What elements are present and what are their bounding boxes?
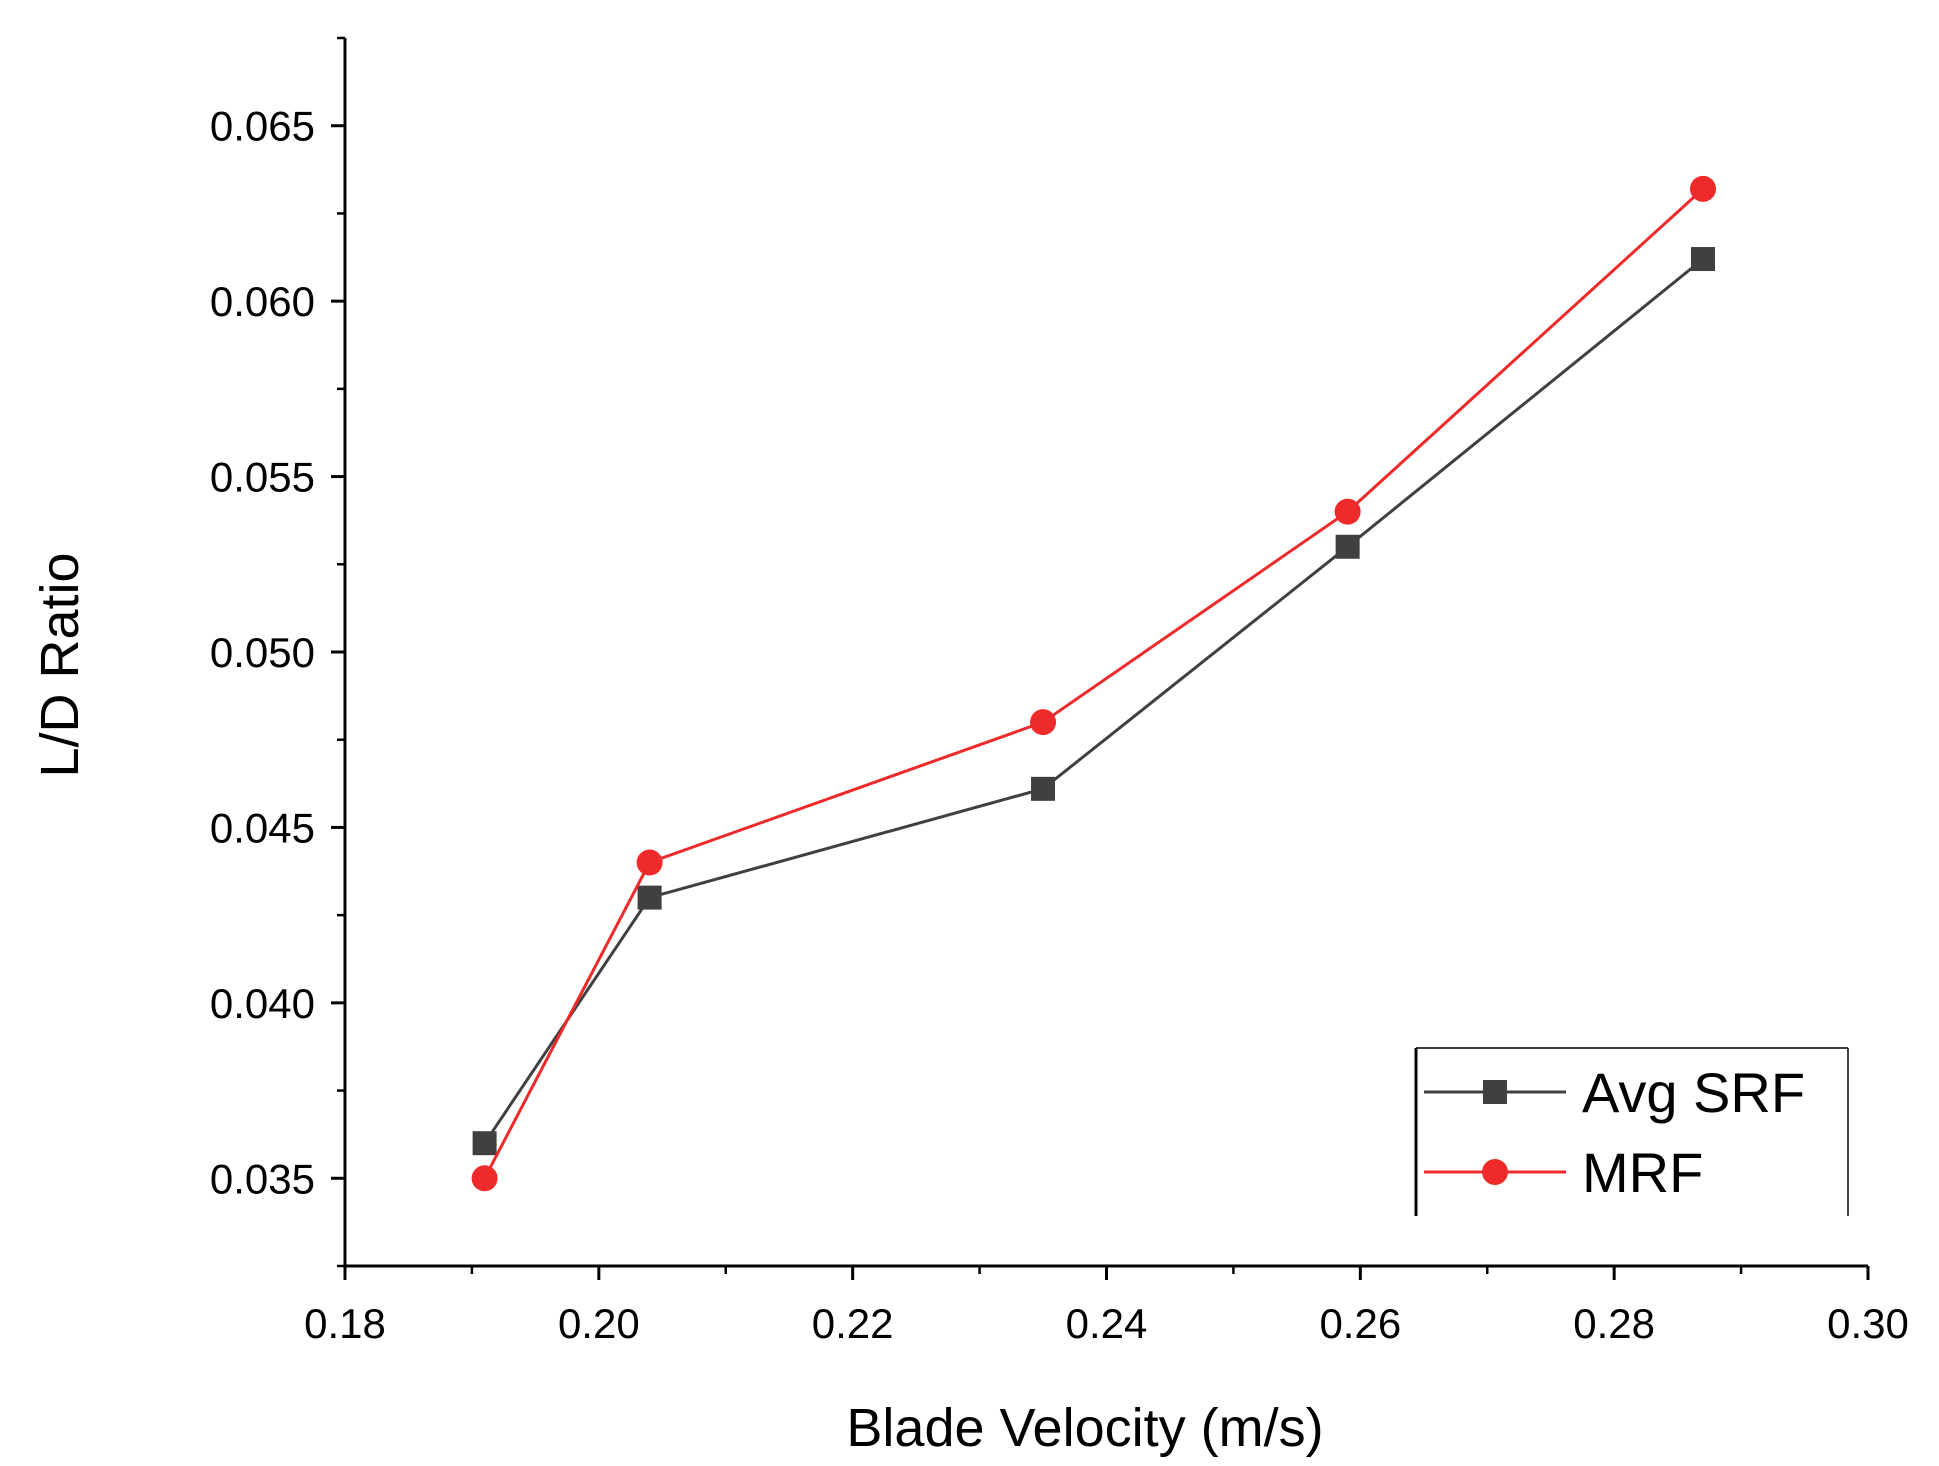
- y-tick-label: 0.045: [210, 804, 315, 851]
- data-point-mrf: [471, 1165, 498, 1192]
- x-tick-label: 0.22: [812, 1300, 894, 1347]
- series-line-mrf: [483, 187, 1705, 1179]
- y-tick-label: 0.050: [210, 629, 315, 676]
- data-point-avg-srf: [637, 885, 662, 910]
- legend-box: [1416, 1048, 1848, 1216]
- y-tick-label: 0.060: [210, 278, 315, 325]
- legend-label-mrf: MRF: [1582, 1141, 1703, 1204]
- series-line-avg-srf: [483, 257, 1704, 1145]
- y-tick-label: 0.055: [210, 454, 315, 501]
- data-point-avg-srf: [1031, 776, 1056, 801]
- y-axis-ticks: 0.035 0.040 0.045 0.050 0.055 0.060 0.065: [210, 36, 345, 1268]
- legend-marker-avg-srf: [1483, 1080, 1507, 1104]
- y-tick-label: 0.065: [210, 103, 315, 150]
- x-tick-label: 0.24: [1066, 1300, 1148, 1347]
- x-axis-ticks: 0.18 0.20 0.22 0.24 0.26 0.28 0.30: [304, 1266, 1909, 1347]
- y-tick-label: 0.040: [210, 980, 315, 1027]
- legend: Avg SRF MRF: [1414, 1047, 1849, 1216]
- data-point-mrf: [1334, 498, 1361, 525]
- x-axis-title: Blade Velocity (m/s): [846, 1398, 1323, 1458]
- x-tick-label: 0.30: [1827, 1300, 1909, 1347]
- legend-label-avg-srf: Avg SRF: [1582, 1061, 1805, 1124]
- y-axis-title: L/D Ratio: [30, 552, 90, 777]
- data-point-avg-srf: [472, 1131, 497, 1156]
- x-tick-label: 0.18: [304, 1300, 386, 1347]
- x-tick-label: 0.20: [558, 1300, 640, 1347]
- x-tick-label: 0.26: [1319, 1300, 1401, 1347]
- data-point-mrf: [636, 849, 663, 876]
- y-tick-label: 0.035: [210, 1155, 315, 1202]
- data-point-avg-srf: [1691, 247, 1716, 272]
- data-point-avg-srf: [1335, 534, 1360, 559]
- series-group: [471, 175, 1717, 1192]
- x-tick-label: 0.28: [1573, 1300, 1655, 1347]
- data-point-mrf: [1690, 175, 1717, 202]
- data-point-mrf: [1030, 709, 1057, 736]
- legend-marker-mrf: [1482, 1159, 1508, 1185]
